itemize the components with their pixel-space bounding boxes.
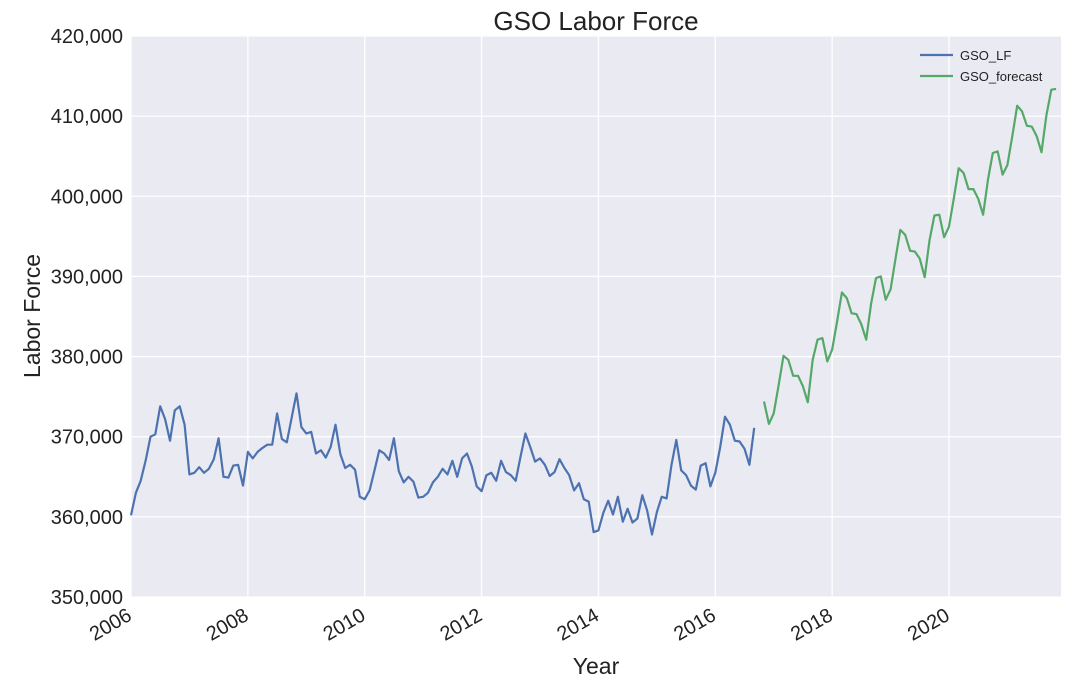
y-tick-label: 370,000 — [51, 427, 123, 449]
y-tick-label: 400,000 — [51, 186, 123, 208]
x-tick-label: 2010 — [320, 604, 370, 645]
y-tick-label: 390,000 — [51, 266, 123, 288]
x-axis-label: Year — [573, 653, 620, 679]
y-tick-label: 410,000 — [51, 106, 123, 128]
series-line-GSO_forecast — [762, 87, 1057, 425]
x-tick-label: 2014 — [553, 604, 603, 645]
y-tick-label: 380,000 — [51, 347, 123, 369]
x-tick-label: 2016 — [670, 604, 720, 645]
series-lines — [129, 87, 1057, 536]
chart-title: GSO Labor Force — [493, 6, 698, 36]
x-tick-label: 2012 — [437, 604, 487, 645]
y-axis-label: Labor Force — [19, 254, 45, 378]
plot-area — [131, 36, 1061, 597]
y-tick-label: 360,000 — [51, 507, 123, 529]
x-tick-label: 2008 — [203, 604, 253, 645]
y-tick-label: 420,000 — [51, 26, 123, 48]
y-tick-labels: 350,000 360,000 370,000 380,000 390,000 400,0… — [51, 26, 123, 609]
y-tick-label: 350,000 — [51, 587, 123, 609]
legend-label: GSO_forecast — [960, 69, 1043, 84]
grid-lines — [130, 35, 1061, 598]
legend: GSO_LF GSO_forecast — [920, 48, 1043, 84]
x-tick-label: 2018 — [787, 604, 837, 645]
legend-label: GSO_LF — [960, 48, 1011, 63]
series-line-GSO_LF — [129, 392, 756, 536]
x-tick-label: 2020 — [904, 604, 954, 645]
x-tick-labels: 2006 2008 2010 2012 2014 2016 2018 2020 — [86, 604, 954, 645]
x-tick-label: 2006 — [86, 604, 136, 645]
